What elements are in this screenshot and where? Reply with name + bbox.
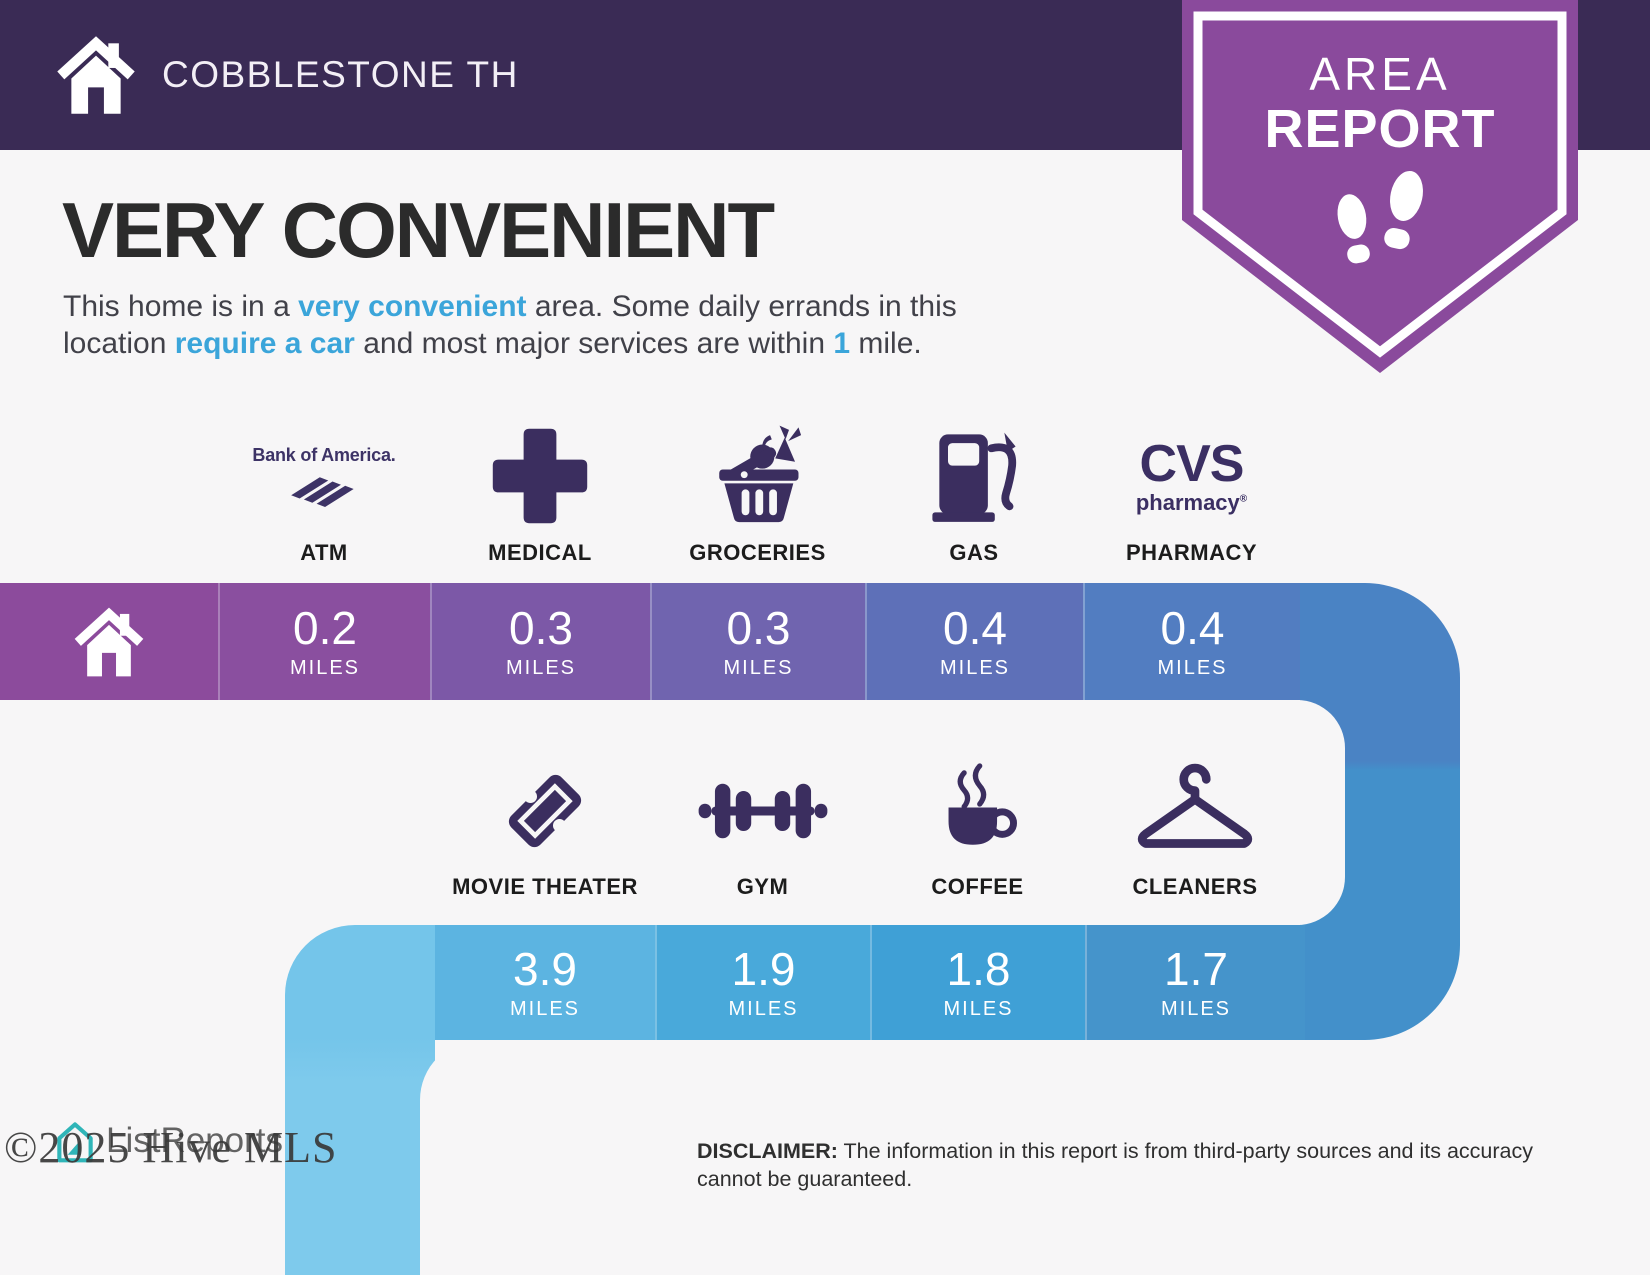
distance-value: 0.4 [943,602,1007,654]
intro-seg4: and most major services are within [354,327,834,361]
amenity-label-pharmacy: PHARMACY [1125,540,1258,565]
distance-value: 1.8 [946,943,1011,995]
badge-line1: AREA [1309,48,1451,100]
distance-segment-atm: 0.2 MILES [218,583,430,700]
badge-shield-shape [1182,0,1578,373]
property-name: COBBLESTONE TH [162,54,519,95]
badge-line2: REPORT [1264,99,1496,160]
distance-unit: MILES [728,998,799,1020]
disclaimer-text: The information in this report is from t… [697,1139,1533,1191]
distance-segment-gym: 1.9 MILES [655,925,870,1040]
intro-highlight-2: require a car [174,327,355,361]
distance-unit: MILES [723,657,794,679]
amenity-label-medical: MEDICAL [488,540,592,565]
distance-unit: MILES [943,998,1014,1020]
distance-value: 0.4 [1160,602,1225,654]
distance-unit: MILES [1160,998,1232,1020]
listreports-logo-text: ListReports [106,1121,284,1160]
distance-segment-cleaners: 1.7 MILES [1085,925,1305,1040]
disclaimer-label: DISCLAIMER: [697,1139,838,1163]
intro-paragraph: This home is in a very convenient area. … [63,288,1123,362]
distance-bar-row-1: 0.2 MILES 0.3 MILES 0.3 MILES 0.4 MILES … [0,583,1300,700]
amenity-label-gas: GAS [949,540,999,565]
medical-cross-icon [430,415,650,537]
gas-pump-icon [865,415,1083,537]
cvs-logo-subtext: pharmacy® [1135,490,1248,515]
distance-value: 1.9 [731,943,796,995]
amenity-label-gym: GYM [736,874,789,899]
distance-value: 0.2 [293,602,357,654]
distance-segment-gas: 0.4 MILES [865,583,1083,700]
distance-unit: MILES [509,998,581,1020]
distance-segment-groceries: 0.3 MILES [650,583,865,700]
intro-seg1: This home is in a [63,290,299,323]
mls-watermark: ©2025 Hive MLS [4,1123,338,1172]
movie-ticket-icon [435,750,655,872]
amenity-label-cleaners: CLEANERS [1132,874,1258,899]
listreports-logo: ListReports [52,1118,283,1164]
distance-segment-medical: 0.3 MILES [430,583,650,700]
intro-seg5: mile. [850,327,922,361]
distance-bar-row-2: 3.9 MILES 1.9 MILES 1.8 MILES 1.7 MILES [435,925,1305,1040]
amenity-label-movie-theater: MOVIE THEATER [452,874,638,899]
intro-seg3: location [63,327,175,361]
distance-segment-coffee: 1.8 MILES [870,925,1085,1040]
disclaimer: DISCLAIMER: The information in this repo… [697,1138,1542,1194]
distance-value: 0.3 [726,602,791,654]
area-report-badge: AREA REPORT [1182,0,1578,373]
distance-value: 1.7 [1164,943,1228,995]
amenity-label-atm: ATM [300,540,348,565]
bofa-logo-text: Bank of America. [252,444,396,465]
registered-mark: ® [1239,493,1248,505]
bottom-white-panel [420,1040,1650,1275]
distance-segment-pharmacy: 0.4 MILES [1083,583,1300,700]
bank-of-america-logo: Bank of America. [218,415,430,537]
distance-unit: MILES [939,657,1011,679]
distance-unit: MILES [1157,657,1228,679]
distance-unit: MILES [505,657,577,679]
footprints-icon [1320,158,1442,280]
distance-value: 0.3 [509,602,573,654]
distance-value: 3.9 [513,943,577,995]
badge-title: AREA REPORT [1182,50,1578,160]
home-icon-small [74,607,144,676]
intro-highlight-1: very convenient [298,290,527,323]
distance-unit: MILES [289,657,361,679]
cvs-logo-text: CVS [1139,435,1245,493]
page-title: VERY CONVENIENT [62,186,775,274]
amenity-label-groceries: GROCERIES [689,540,826,565]
hanger-icon [1085,750,1305,872]
home-icon [52,30,140,120]
dumbbell-icon [655,750,870,872]
distance-segment-movie-theater: 3.9 MILES [435,925,655,1040]
home-segment [0,583,218,700]
cvs-pharmacy-logo: CVS pharmacy® [1083,415,1300,537]
coffee-cup-icon [870,750,1085,872]
listreports-house-icon [57,1122,93,1163]
grocery-basket-icon [650,415,865,537]
amenity-label-coffee: COFFEE [931,874,1024,899]
intro-seg2: area. Some daily errands in this [526,290,957,323]
bofa-flag-icon [291,476,354,507]
distance-path-left-band [285,925,435,1275]
intro-highlight-3: 1 [833,327,851,361]
